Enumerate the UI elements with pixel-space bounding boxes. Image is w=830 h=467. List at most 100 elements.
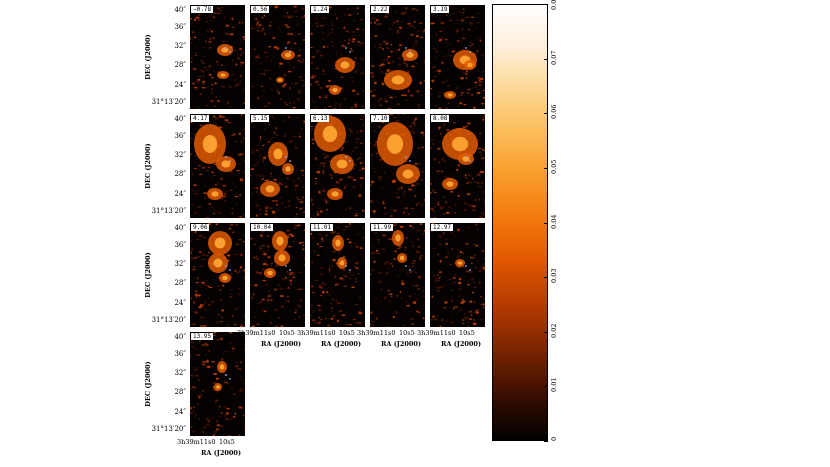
- channel-panel: 5.15: [249, 113, 306, 219]
- noise-speck: [328, 294, 331, 296]
- noise-speck: [341, 197, 343, 199]
- noise-speck: [407, 90, 411, 93]
- noise-speck: [392, 24, 394, 26]
- noise-speck: [407, 302, 410, 305]
- noise-speck: [195, 88, 199, 90]
- noise-speck: [322, 69, 325, 72]
- noise-speck: [314, 322, 319, 325]
- noise-speck: [319, 286, 323, 289]
- y-tick-label: 24″: [174, 189, 186, 198]
- noise-speck: [412, 46, 415, 49]
- noise-speck: [226, 229, 230, 231]
- noise-speck: [311, 291, 315, 294]
- channel-panel: 7.10: [369, 113, 426, 219]
- noise-speck: [259, 233, 263, 235]
- noise-speck: [218, 126, 223, 129]
- noise-speck: [420, 203, 424, 206]
- noise-speck: [445, 238, 449, 240]
- noise-speck: [287, 70, 291, 73]
- noise-speck: [457, 254, 460, 257]
- noise-speck: [216, 117, 220, 119]
- noise-speck: [245, 188, 246, 189]
- noise-speck: [239, 361, 242, 363]
- channel-panel: 3.19: [429, 4, 486, 110]
- noise-speck: [217, 52, 219, 55]
- noise-speck: [201, 430, 205, 434]
- noise-speck: [197, 14, 201, 16]
- noise-speck: [486, 70, 487, 71]
- noise-speck: [360, 143, 362, 144]
- noise-speck: [438, 31, 443, 32]
- noise-speck: [294, 184, 299, 187]
- noise-speck: [213, 402, 217, 404]
- noise-speck: [422, 193, 425, 196]
- colorbar-tick-mark: [544, 113, 548, 115]
- noise-speck: [280, 98, 282, 100]
- noise-speck: [201, 316, 206, 318]
- noise-speck: [325, 201, 328, 204]
- noise-speck: [336, 52, 338, 54]
- noise-speck: [386, 69, 391, 72]
- noise-speck: [416, 30, 419, 33]
- source-marker: [405, 47, 407, 49]
- noise-speck: [192, 406, 195, 409]
- noise-speck: [357, 158, 360, 160]
- noise-speck: [282, 7, 286, 9]
- noise-speck: [316, 50, 320, 53]
- noise-speck: [463, 312, 466, 314]
- source-marker: [225, 156, 227, 158]
- noise-speck: [256, 26, 260, 28]
- noise-speck: [203, 192, 207, 194]
- noise-speck: [410, 207, 415, 210]
- noise-speck: [347, 13, 352, 17]
- noise-speck: [283, 15, 285, 18]
- noise-speck: [373, 44, 377, 45]
- noise-speck: [422, 290, 425, 292]
- noise-speck: [453, 307, 455, 310]
- noise-speck: [264, 105, 269, 107]
- noise-speck: [473, 311, 477, 314]
- noise-speck: [408, 251, 411, 253]
- source-marker: [469, 51, 471, 53]
- noise-speck: [430, 147, 432, 149]
- noise-speck: [216, 100, 220, 102]
- velocity-label: 11.99: [371, 224, 394, 231]
- noise-speck: [238, 390, 243, 393]
- noise-speck: [438, 234, 443, 237]
- noise-speck: [256, 303, 260, 305]
- noise-speck: [253, 257, 256, 259]
- noise-speck: [284, 101, 286, 104]
- noise-speck: [211, 37, 216, 39]
- noise-speck: [287, 200, 291, 202]
- velocity-label: 5.15: [251, 115, 270, 122]
- noise-speck: [298, 242, 302, 244]
- noise-speck: [390, 50, 393, 53]
- noise-speck: [319, 207, 321, 210]
- noise-speck: [229, 189, 233, 191]
- noise-speck: [484, 13, 485, 14]
- noise-speck: [238, 132, 242, 135]
- noise-speck: [214, 117, 218, 121]
- noise-speck: [261, 268, 266, 270]
- emission-map: [430, 223, 485, 327]
- noise-speck: [364, 240, 365, 241]
- noise-speck: [322, 45, 325, 48]
- noise-speck: [239, 216, 243, 218]
- channel-panel: 11.01: [309, 222, 366, 328]
- noise-speck: [358, 65, 362, 67]
- noise-speck: [446, 129, 450, 131]
- noise-speck: [216, 7, 220, 10]
- noise-speck: [212, 209, 215, 211]
- noise-speck: [241, 140, 243, 143]
- noise-speck: [350, 80, 354, 82]
- noise-speck: [424, 135, 425, 137]
- noise-speck: [397, 19, 400, 22]
- noise-speck: [254, 17, 258, 21]
- noise-speck: [213, 372, 217, 376]
- noise-speck: [434, 56, 437, 59]
- noise-speck: [259, 174, 262, 177]
- noise-speck: [418, 276, 420, 279]
- noise-speck: [407, 22, 411, 25]
- noise-speck: [355, 280, 357, 283]
- noise-speck: [211, 416, 214, 419]
